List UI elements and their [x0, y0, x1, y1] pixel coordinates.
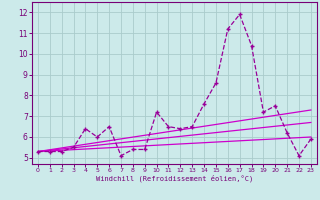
X-axis label: Windchill (Refroidissement éolien,°C): Windchill (Refroidissement éolien,°C) — [96, 175, 253, 182]
